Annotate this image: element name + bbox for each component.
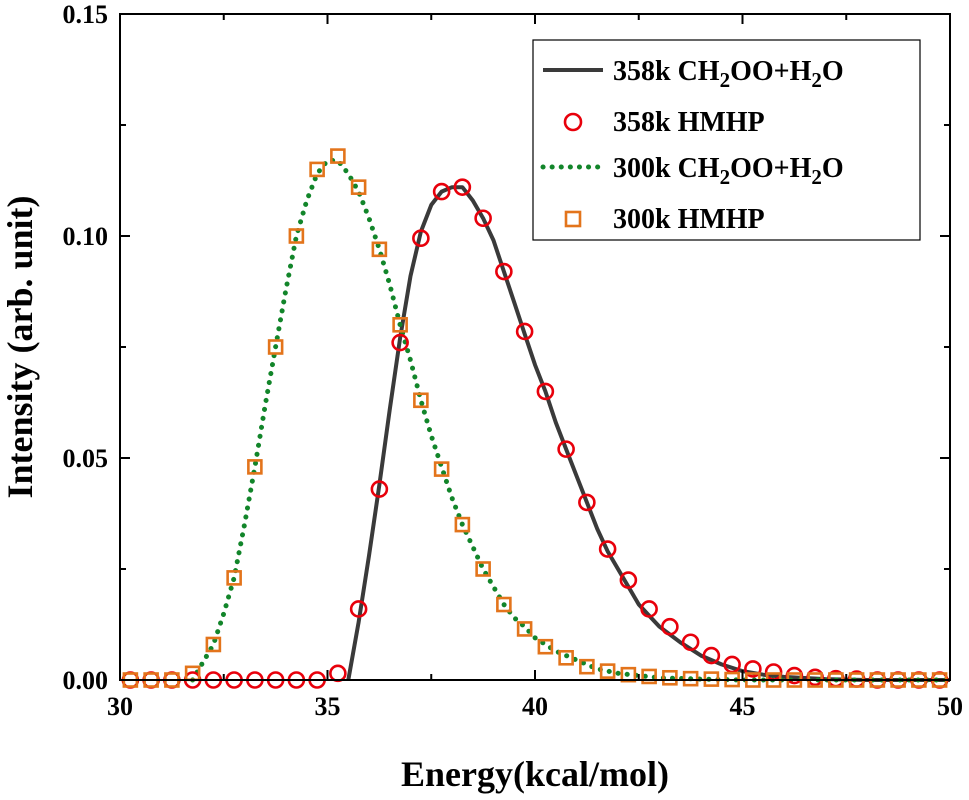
series-point-358k-hmhp (349, 600, 368, 618)
series-point-300k-hmhp (496, 596, 512, 613)
series-point-358k-hmhp (536, 382, 555, 401)
series-point-300k-hmhp (579, 658, 595, 675)
series-point-358k-hmhp (391, 333, 409, 352)
series-point-300k-hmhp (599, 663, 616, 679)
series-point-300k-hmhp (475, 561, 491, 577)
legend-swatch-300k-hmhp (564, 210, 582, 228)
y-axis-title: Intensity (arb. unit) (0, 195, 40, 498)
x-axis-title: Energy(kcal/mol) (401, 754, 669, 794)
series-point-358k-hmhp (744, 660, 762, 678)
series-point-300k-hmhp (371, 241, 388, 258)
series-point-358k-hmhp (619, 571, 638, 589)
legend-label-300k-line: 300k CH2OO+H2O (613, 153, 844, 189)
series-point-358k-hmhp (453, 178, 472, 196)
axis-ticks: 30 35 40 45 50 0.00 0.05 0.10 0.15 (63, 0, 964, 721)
series-point-300k-hmhp (558, 649, 574, 666)
x-tick-label: 45 (730, 692, 756, 721)
series-point-358k-hmhp (432, 182, 451, 201)
y-tick-label: 0.00 (63, 666, 109, 695)
series-point-358k-hmhp (557, 440, 575, 458)
series-point-358k-hmhp (329, 664, 347, 683)
series-point-300k-hmhp (641, 668, 657, 685)
y-tick-label: 0.15 (63, 0, 109, 29)
series-point-358k-hmhp (370, 480, 389, 498)
series-point-300k-hmhp (330, 148, 346, 164)
series-point-300k-hmhp (682, 670, 699, 687)
series-point-300k-hmhp (413, 392, 429, 409)
legend-box (532, 39, 921, 241)
legend-label-358k-hmhp: 358k HMHP (613, 107, 765, 138)
series-point-358k-hmhp (515, 322, 534, 341)
y-tick-label: 0.05 (63, 444, 109, 473)
legend: 358k CH2OO+H2O 358k HMHP 300k CH2OO+H2O … (532, 39, 921, 241)
series-point-300k-hmhp (662, 669, 678, 686)
series-point-358k-hmhp (412, 229, 430, 248)
series-point-300k-hmhp (309, 161, 325, 178)
series-point-300k-hmhp (267, 339, 284, 355)
series-point-300k-hmhp (433, 461, 450, 477)
series-point-300k-hmhp (392, 316, 408, 333)
series-point-358k-hmhp (474, 209, 492, 228)
series-point-300k-hmhp (205, 636, 222, 653)
x-tick-label: 35 (315, 692, 341, 721)
series-point-300k-hmhp (288, 228, 305, 244)
series-point-358k-hmhp (578, 493, 596, 512)
legend-label-358k-line: 358k CH2OO+H2O (613, 56, 844, 92)
series-point-358k-hmhp (640, 600, 658, 618)
series-point-358k-hmhp (598, 540, 617, 558)
series-point-300k-hmhp (226, 570, 242, 586)
series-point-300k-hmhp (454, 516, 471, 533)
y-tick-label: 0.10 (63, 222, 109, 251)
legend-swatch-358k-hmhp (563, 112, 583, 132)
series-point-300k-hmhp (247, 459, 263, 475)
series-point-300k-hmhp (620, 666, 637, 683)
x-tick-label: 50 (937, 692, 963, 721)
x-tick-label: 40 (522, 692, 548, 721)
series-line-2 (190, 158, 953, 683)
series-point-358k-hmhp (495, 262, 513, 281)
series-point-358k-hmhp (681, 633, 700, 652)
series-point-300k-hmhp (350, 179, 367, 195)
x-tick-label: 30 (107, 692, 133, 721)
series-point-300k-hmhp (516, 621, 533, 637)
series-point-300k-hmhp (537, 638, 554, 655)
series-point-358k-hmhp (661, 617, 679, 636)
series-line-0 (346, 185, 950, 682)
legend-label-300k-hmhp: 300k HMHP (613, 204, 765, 235)
series-point-358k-hmhp (702, 646, 721, 665)
